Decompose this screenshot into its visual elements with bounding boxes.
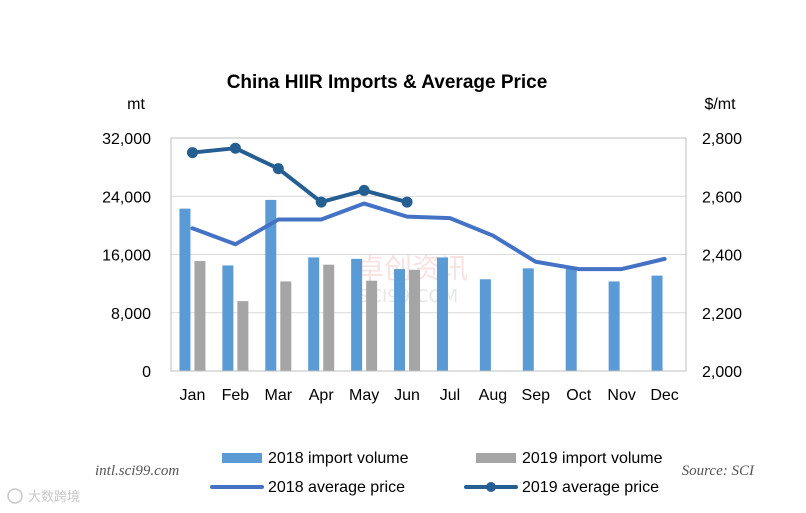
corner-mark-text: 大数跨境 xyxy=(28,490,80,505)
bar-2018-volume xyxy=(222,265,234,371)
right-tick-label: 2,400 xyxy=(702,248,742,265)
bar-2018-volume xyxy=(479,279,491,371)
x-tick-label: Sep xyxy=(522,387,551,404)
right-tick-label: 2,600 xyxy=(702,189,742,206)
legend-swatch-2018-volume xyxy=(222,453,262,463)
left-axis-unit: mt xyxy=(127,96,145,113)
bar-2018-volume xyxy=(351,258,363,371)
right-tick-label: 2,800 xyxy=(702,131,742,148)
left-tick-label: 32,000 xyxy=(102,131,151,148)
legend-label-2019-price: 2019 average price xyxy=(522,479,659,496)
point-2019-price xyxy=(401,196,413,208)
right-axis-ticks: 2,000 2,200 2,400 2,600 2,800 xyxy=(702,131,742,381)
bar-series xyxy=(179,199,663,371)
x-tick-label: Nov xyxy=(607,387,635,404)
right-tick-label: 2,200 xyxy=(702,306,742,323)
x-tick-label: Mar xyxy=(265,387,293,404)
line-series xyxy=(186,142,667,272)
bar-2018-volume xyxy=(394,269,406,371)
point-2019-price xyxy=(229,142,241,154)
footnote-right: Source: SCI xyxy=(682,463,755,479)
footnote-left: intl.sci99.com xyxy=(95,463,179,479)
x-tick-label: Jan xyxy=(180,387,206,404)
legend: 2018 import volume 2019 import volume 20… xyxy=(210,450,663,496)
point-2019-price xyxy=(315,196,327,208)
bar-2019-volume xyxy=(409,269,421,371)
point-2019-price xyxy=(272,163,284,175)
left-tick-label: 0 xyxy=(142,364,151,381)
bar-2018-volume xyxy=(608,281,620,371)
gridlines xyxy=(171,195,686,314)
bar-2018-volume xyxy=(436,257,448,371)
x-tick-label: Jul xyxy=(440,387,460,404)
point-2019-price xyxy=(186,147,198,159)
corner-mark: 大数跨境 xyxy=(7,488,80,505)
chart-title: China HIIR Imports & Average Price xyxy=(227,72,548,93)
bar-2019-volume xyxy=(366,280,378,371)
bar-2018-volume xyxy=(308,257,320,371)
x-tick-label: Dec xyxy=(650,387,678,404)
bar-2018-volume xyxy=(651,275,663,371)
bar-2019-volume xyxy=(323,264,335,371)
right-tick-label: 2,000 xyxy=(702,364,742,381)
x-tick-label: Jun xyxy=(394,387,420,404)
legend-label-2019-volume: 2019 import volume xyxy=(522,450,663,467)
x-tick-label: Aug xyxy=(479,387,507,404)
x-tick-label: May xyxy=(349,387,379,404)
legend-label-2018-volume: 2018 import volume xyxy=(268,450,409,467)
legend-label-2018-price: 2018 average price xyxy=(268,479,405,496)
left-axis-ticks: 0 8,000 16,000 24,000 32,000 xyxy=(102,131,151,381)
bar-2018-volume xyxy=(565,266,577,371)
bar-2019-volume xyxy=(237,301,249,371)
line-2018-price xyxy=(190,201,667,272)
bar-2019-volume xyxy=(194,261,206,371)
left-tick-label: 24,000 xyxy=(102,189,151,206)
corner-mark-icon xyxy=(7,488,23,504)
bar-2018-volume xyxy=(179,208,191,371)
x-axis-ticks: Jan Feb Mar Apr May Jun Jul Aug Sep Oct Nov Dec xyxy=(180,387,679,404)
left-tick-label: 16,000 xyxy=(102,248,151,265)
plot-area-border xyxy=(170,137,687,372)
legend-marker-2019-price xyxy=(486,482,496,492)
line-2019-price xyxy=(190,146,410,205)
x-tick-label: Oct xyxy=(566,387,591,404)
point-2019-price xyxy=(358,184,370,196)
bar-2018-volume xyxy=(265,199,277,371)
watermark-sub: SCI99.COM xyxy=(358,286,458,307)
legend-swatch-2019-volume xyxy=(476,453,516,463)
right-axis-unit: $/mt xyxy=(704,96,736,113)
x-tick-label: Feb xyxy=(222,387,250,404)
bar-2019-volume xyxy=(280,281,292,371)
bar-2018-volume xyxy=(522,268,534,371)
left-tick-label: 8,000 xyxy=(111,306,151,323)
x-tick-label: Apr xyxy=(309,387,335,404)
